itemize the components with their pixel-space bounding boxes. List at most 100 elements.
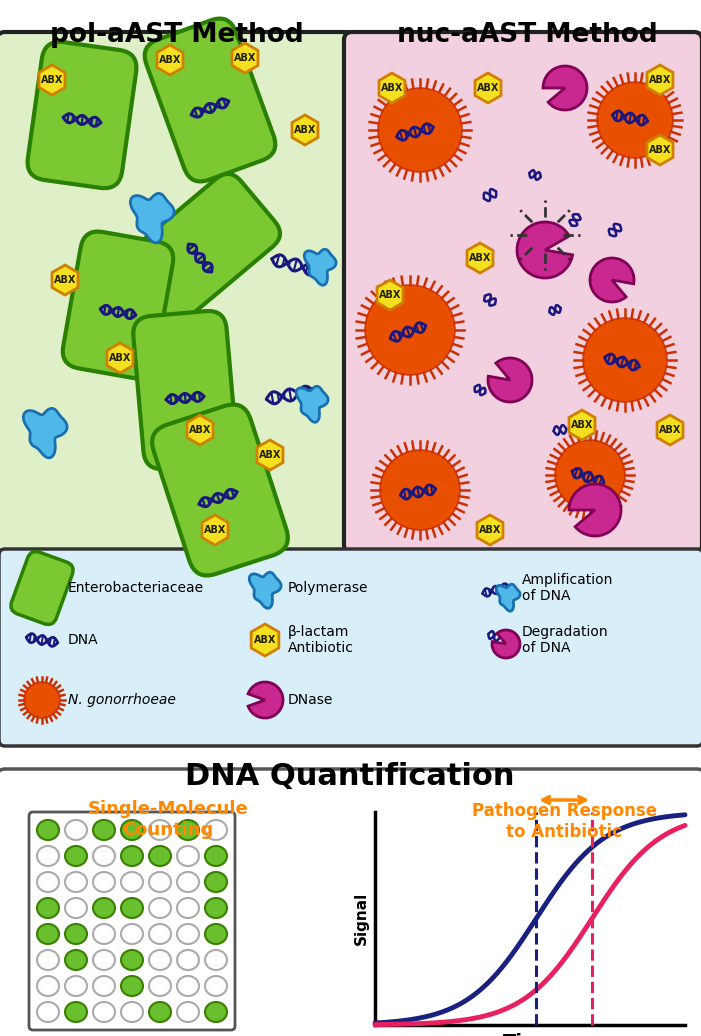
Text: ABX: ABX (189, 425, 211, 435)
Text: DNA: DNA (68, 633, 99, 648)
Text: ABX: ABX (109, 353, 131, 363)
Text: ABX: ABX (204, 525, 226, 535)
Text: Enterobacteriaceae: Enterobacteriaceae (68, 581, 204, 595)
FancyBboxPatch shape (344, 32, 701, 553)
Ellipse shape (65, 1002, 87, 1021)
Ellipse shape (121, 846, 143, 866)
Text: Polymerase: Polymerase (288, 581, 369, 595)
Ellipse shape (121, 821, 143, 840)
Ellipse shape (205, 846, 227, 866)
Text: ABX: ABX (571, 420, 593, 430)
FancyBboxPatch shape (11, 551, 73, 625)
Ellipse shape (121, 898, 143, 918)
Text: ABX: ABX (469, 253, 491, 263)
Text: ABX: ABX (479, 525, 501, 535)
Ellipse shape (37, 950, 59, 970)
Text: Time: Time (503, 1033, 557, 1036)
Text: DNA Quantification: DNA Quantification (185, 762, 515, 792)
Text: ABX: ABX (381, 83, 403, 93)
Polygon shape (292, 115, 318, 145)
Polygon shape (187, 415, 213, 445)
Ellipse shape (149, 872, 171, 892)
Text: ABX: ABX (259, 450, 281, 460)
Wedge shape (248, 682, 283, 718)
Ellipse shape (93, 846, 115, 866)
FancyBboxPatch shape (0, 769, 701, 1036)
Wedge shape (590, 258, 634, 303)
Circle shape (597, 82, 673, 159)
Circle shape (380, 450, 460, 530)
Text: ABX: ABX (477, 83, 499, 93)
FancyBboxPatch shape (27, 41, 137, 189)
Text: β-lactam
Antibiotic: β-lactam Antibiotic (288, 625, 354, 655)
Ellipse shape (93, 821, 115, 840)
Text: ABX: ABX (234, 53, 256, 63)
Circle shape (365, 285, 455, 375)
Ellipse shape (121, 924, 143, 944)
Ellipse shape (121, 872, 143, 892)
Wedge shape (569, 484, 621, 536)
Ellipse shape (205, 924, 227, 944)
Text: N. gonorrhoeae: N. gonorrhoeae (68, 693, 176, 707)
Wedge shape (492, 630, 520, 658)
Polygon shape (39, 65, 65, 95)
Polygon shape (232, 44, 258, 73)
Ellipse shape (65, 821, 87, 840)
Text: ABX: ABX (379, 290, 401, 300)
Polygon shape (569, 410, 595, 440)
Text: ABX: ABX (254, 635, 276, 645)
Ellipse shape (37, 846, 59, 866)
Polygon shape (257, 440, 283, 470)
Ellipse shape (177, 898, 199, 918)
FancyBboxPatch shape (120, 174, 280, 326)
FancyBboxPatch shape (0, 32, 355, 553)
Ellipse shape (93, 1002, 115, 1021)
Ellipse shape (177, 1002, 199, 1021)
Ellipse shape (37, 898, 59, 918)
Ellipse shape (37, 924, 59, 944)
Ellipse shape (65, 872, 87, 892)
Wedge shape (517, 222, 573, 278)
Text: Signal: Signal (353, 892, 369, 945)
Ellipse shape (149, 846, 171, 866)
Ellipse shape (149, 950, 171, 970)
Text: ABX: ABX (649, 75, 671, 85)
Polygon shape (251, 624, 279, 656)
Circle shape (555, 440, 625, 510)
Ellipse shape (65, 846, 87, 866)
Ellipse shape (177, 821, 199, 840)
Text: ABX: ABX (54, 275, 76, 285)
Text: DNase: DNase (288, 693, 334, 707)
Ellipse shape (93, 898, 115, 918)
Ellipse shape (205, 872, 227, 892)
Wedge shape (488, 358, 532, 402)
Text: ABX: ABX (659, 425, 681, 435)
Ellipse shape (149, 976, 171, 996)
Text: Degradation
of DNA: Degradation of DNA (522, 625, 608, 655)
Ellipse shape (205, 1002, 227, 1021)
Ellipse shape (121, 950, 143, 970)
Ellipse shape (37, 976, 59, 996)
Ellipse shape (93, 976, 115, 996)
Ellipse shape (205, 821, 227, 840)
Polygon shape (657, 415, 683, 445)
Polygon shape (250, 572, 281, 608)
FancyBboxPatch shape (63, 231, 173, 378)
Polygon shape (477, 515, 503, 545)
Ellipse shape (149, 924, 171, 944)
Text: Amplification
of DNA: Amplification of DNA (522, 573, 613, 603)
Ellipse shape (177, 950, 199, 970)
Circle shape (24, 682, 60, 718)
Circle shape (378, 88, 462, 172)
Ellipse shape (149, 1002, 171, 1021)
Ellipse shape (93, 872, 115, 892)
Ellipse shape (121, 976, 143, 996)
Polygon shape (157, 45, 183, 75)
Ellipse shape (149, 898, 171, 918)
Ellipse shape (37, 821, 59, 840)
Ellipse shape (177, 976, 199, 996)
Text: ABX: ABX (159, 55, 181, 65)
Ellipse shape (149, 821, 171, 840)
Polygon shape (467, 243, 493, 274)
Polygon shape (647, 135, 673, 165)
